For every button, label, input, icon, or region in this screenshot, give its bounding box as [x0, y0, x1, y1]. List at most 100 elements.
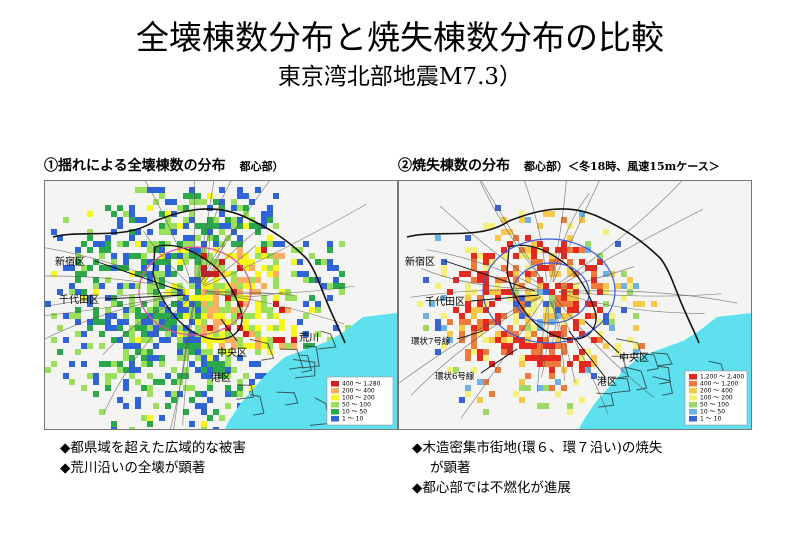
map-cell: [513, 391, 519, 397]
map-cell: [555, 259, 561, 265]
map-cell: [507, 337, 513, 343]
map-cell: [513, 307, 519, 313]
map-cell: [219, 367, 225, 373]
legend-label: 1 ～ 10: [342, 416, 363, 423]
legend-label: 50 ～ 100: [342, 402, 371, 409]
map-cell: [219, 415, 225, 421]
road-line: [479, 181, 545, 283]
map-cell: [459, 397, 465, 403]
map-cell: [117, 241, 123, 247]
map-cell: [105, 373, 111, 379]
map-cell: [537, 289, 543, 295]
map-cell: [183, 235, 189, 241]
map-cell: [135, 367, 141, 373]
map-cell: [129, 253, 135, 259]
map-cell: [111, 211, 117, 217]
map-cell: [231, 313, 237, 319]
map-cell: [141, 241, 147, 247]
map-cell: [477, 301, 483, 307]
map-cell: [117, 337, 123, 343]
map-cell: [273, 295, 279, 301]
map-cell: [231, 337, 237, 343]
map-cell: [111, 259, 117, 265]
map-cell: [243, 319, 249, 325]
map-cell: [507, 241, 513, 247]
map-cell: [555, 391, 561, 397]
map-cell: [171, 391, 177, 397]
map-cell: [171, 319, 177, 325]
map-cell: [189, 313, 195, 319]
map-cell: [117, 397, 123, 403]
map-cell: [165, 259, 171, 265]
map-cell: [129, 235, 135, 241]
map-cell: [465, 385, 471, 391]
map-cell: [123, 211, 129, 217]
map-cell: [87, 295, 93, 301]
map-cell: [207, 361, 213, 367]
map-cell: [249, 265, 255, 271]
map-cell: [483, 337, 489, 343]
map-cell: [543, 307, 549, 313]
map-cell: [159, 247, 165, 253]
map-cell: [303, 301, 309, 307]
map-cell: [525, 307, 531, 313]
map-cell: [159, 283, 165, 289]
map-cell: [597, 331, 603, 337]
map-cell: [225, 391, 231, 397]
map-cell: [513, 289, 519, 295]
map-cell: [543, 319, 549, 325]
map-cell: [183, 223, 189, 229]
map-cell: [441, 271, 447, 277]
map-cell: [135, 343, 141, 349]
map-cell: [507, 343, 513, 349]
map-cell: [213, 223, 219, 229]
map-cell: [255, 325, 261, 331]
map-cell: [525, 331, 531, 337]
map-cell: [483, 319, 489, 325]
map-cell: [279, 241, 285, 247]
map-cell: [483, 259, 489, 265]
map-cell: [261, 307, 267, 313]
map-cell: [231, 217, 237, 223]
map-cell: [501, 343, 507, 349]
map-cell: [117, 283, 123, 289]
map-cell: [147, 421, 153, 427]
map-cell: [93, 391, 99, 397]
map-cell: [63, 373, 69, 379]
map-cell: [75, 289, 81, 295]
map-cell: [117, 361, 123, 367]
map-cell: [201, 199, 207, 205]
map-cell: [261, 337, 267, 343]
map-cell: [627, 277, 633, 283]
map-cell: [171, 199, 177, 205]
label-pointer: [480, 348, 518, 374]
road-line: [551, 300, 576, 383]
map-cell: [255, 229, 261, 235]
map-cell: [591, 313, 597, 319]
map-cell: [57, 325, 63, 331]
map-cell: [165, 199, 171, 205]
map-cell: [189, 217, 195, 223]
map-cell: [489, 259, 495, 265]
map-cell: [189, 241, 195, 247]
map-cell: [81, 271, 87, 277]
legend-label: 400 ～ 1,280: [342, 381, 381, 388]
map-cell: [225, 271, 231, 277]
map-cell: [189, 331, 195, 337]
map-cell: [297, 271, 303, 277]
map-cell: [243, 223, 249, 229]
map-cell: [255, 373, 261, 379]
map-cell: [279, 307, 285, 313]
map-cell: [45, 367, 51, 373]
map-cell: [213, 283, 219, 289]
map-cell: [261, 247, 267, 253]
map-cell: [255, 247, 261, 253]
map-cell: [243, 373, 249, 379]
map-cell: [81, 289, 87, 295]
reclaimed-land-outline: [249, 338, 275, 361]
map-cell: [225, 361, 231, 367]
map-cell: [201, 349, 207, 355]
map-cell: [63, 337, 69, 343]
map-cell: [75, 253, 81, 259]
legend-label: 1,200 ～ 2,400: [700, 374, 744, 381]
